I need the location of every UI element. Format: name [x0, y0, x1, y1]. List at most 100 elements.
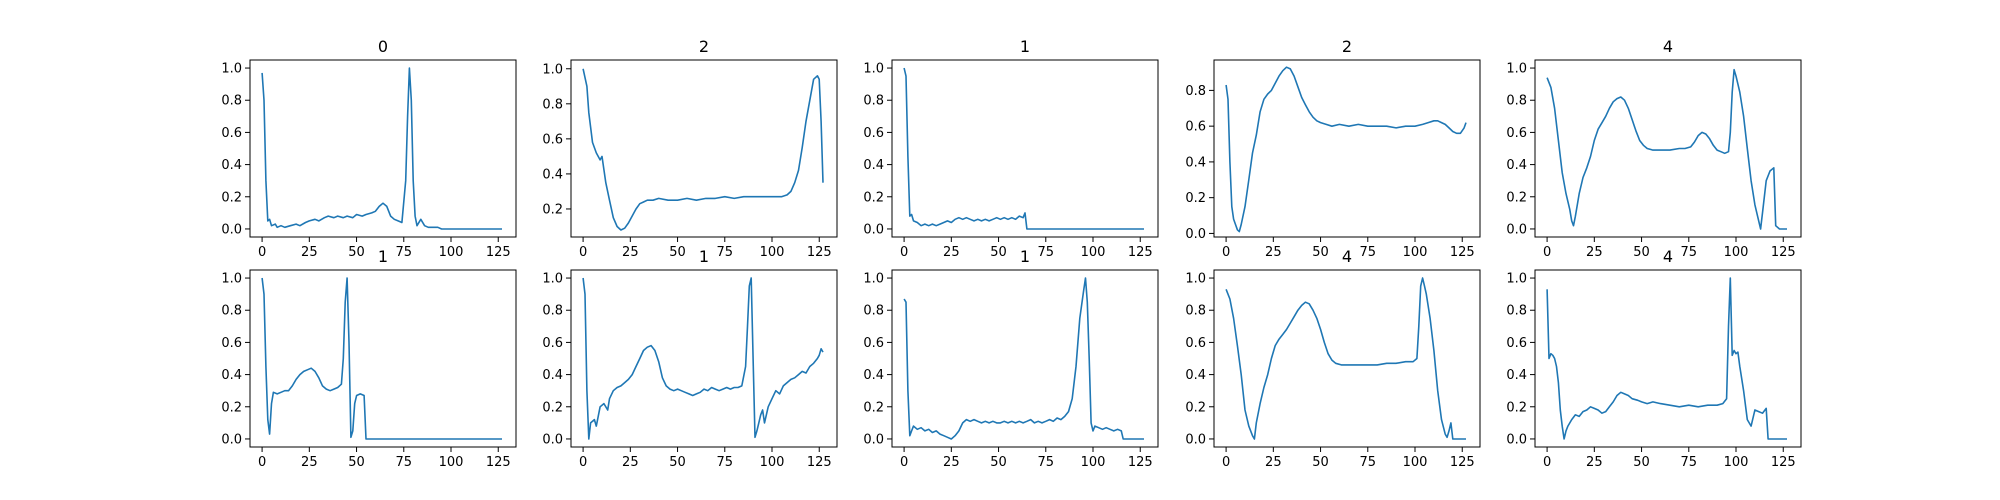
x-tick-label: 25: [301, 455, 318, 470]
x-tick-label: 0: [1222, 455, 1230, 470]
subplot-title: 0: [378, 37, 388, 56]
y-tick-label: 0.0: [863, 222, 884, 237]
y-tick-label: 0.8: [221, 94, 242, 109]
y-tick-label: 0.6: [1506, 336, 1527, 351]
y-tick-label: 0.8: [1506, 94, 1527, 109]
x-tick-label: 25: [1265, 455, 1282, 470]
y-tick-label: 1.0: [1506, 62, 1527, 77]
y-tick-label: 0.2: [1185, 191, 1206, 206]
y-tick-label: 1.0: [1506, 272, 1527, 287]
y-tick-label: 0.6: [1185, 120, 1206, 135]
x-tick-label: 50: [1312, 245, 1329, 260]
subplot-8: 4 0 25 50 75 100 125 0.0 0.2 0.4 0.6 0.8 1.0: [1185, 247, 1481, 470]
x-tick-label: 75: [1360, 455, 1377, 470]
x-tick-label: 25: [1586, 455, 1603, 470]
x-tick-label: 75: [717, 245, 734, 260]
x-tick-label: 125: [1128, 245, 1153, 260]
subplot-2: 1 0 25 50 75 100 125 0.0 0.2 0.4 0.6 0.8 1.0: [863, 37, 1159, 260]
y-tick-label: 1.0: [542, 272, 563, 287]
x-tick-label: 125: [1771, 455, 1796, 470]
series-line: [582, 68, 824, 231]
y-tick-label: 1.0: [221, 62, 242, 77]
x-tick-label: 50: [990, 245, 1007, 260]
x-tick-label: 0: [900, 245, 908, 260]
x-tick-label: 0: [258, 455, 266, 470]
x-tick-label: 125: [807, 455, 832, 470]
y-tick-label: 0.2: [863, 400, 884, 415]
x-tick-label: 75: [717, 455, 734, 470]
subplot-title: 1: [699, 247, 709, 266]
y-tick-label: 0.0: [542, 432, 563, 447]
y-tick-label: 0.8: [1506, 304, 1527, 319]
axes-frame: [570, 59, 838, 238]
x-tick-label: 50: [1633, 455, 1650, 470]
x-tick-label: 0: [579, 455, 587, 470]
x-tick-label: 25: [1586, 245, 1603, 260]
x-tick-label: 0: [1543, 455, 1551, 470]
y-tick-label: 0.0: [221, 222, 242, 237]
subplot-title: 2: [1342, 37, 1352, 56]
y-tick-label: 1.0: [863, 272, 884, 287]
series-line: [903, 67, 1144, 230]
x-tick-label: 50: [669, 455, 686, 470]
axes-frame: [570, 269, 838, 448]
x-tick-label: 0: [1222, 245, 1230, 260]
x-tick-label: 0: [1543, 245, 1551, 260]
x-tick-label: 75: [396, 245, 413, 260]
y-tick-label: 0.2: [1506, 400, 1527, 415]
axes-frame: [249, 59, 517, 238]
x-tick-label: 75: [1681, 245, 1698, 260]
subplot-title: 4: [1663, 247, 1673, 266]
y-tick-label: 0.0: [1185, 432, 1206, 447]
y-tick-label: 0.6: [863, 336, 884, 351]
x-tick-label: 75: [1038, 455, 1055, 470]
x-tick-label: 100: [1724, 455, 1749, 470]
y-tick-label: 0.4: [863, 368, 884, 383]
x-tick-label: 125: [1450, 245, 1475, 260]
y-tick-label: 0.2: [542, 400, 563, 415]
y-tick-label: 0.2: [863, 190, 884, 205]
axes-frame: [891, 269, 1159, 448]
y-tick-label: 0.4: [1185, 155, 1206, 170]
y-tick-label: 0.0: [1506, 222, 1527, 237]
y-tick-label: 0.6: [221, 126, 242, 141]
y-tick-label: 0.2: [221, 190, 242, 205]
subplot-9: 4 0 25 50 75 100 125 0.0 0.2 0.4 0.6 0.8 1.0: [1506, 247, 1802, 470]
axes-frame: [891, 59, 1159, 238]
x-tick-label: 100: [760, 245, 785, 260]
y-tick-label: 0.4: [221, 368, 242, 383]
subplot-3: 2 0 25 50 75 100 125 0.0 0.2 0.4 0.6 0.8: [1185, 37, 1481, 260]
subplot-title: 1: [1020, 247, 1030, 266]
x-tick-label: 50: [669, 245, 686, 260]
y-tick-label: 0.2: [542, 202, 563, 217]
y-tick-label: 0.8: [1185, 304, 1206, 319]
y-tick-label: 0.4: [542, 368, 563, 383]
x-tick-label: 50: [1312, 455, 1329, 470]
y-tick-label: 0.4: [1185, 368, 1206, 383]
x-tick-label: 125: [1128, 455, 1153, 470]
y-tick-label: 0.6: [863, 126, 884, 141]
y-tick-label: 0.0: [221, 432, 242, 447]
y-tick-label: 0.2: [1506, 190, 1527, 205]
y-tick-label: 0.0: [1185, 227, 1206, 242]
x-tick-label: 75: [1360, 245, 1377, 260]
y-tick-label: 0.6: [542, 132, 563, 147]
y-tick-label: 0.2: [1185, 400, 1206, 415]
x-tick-label: 25: [1265, 245, 1282, 260]
x-tick-label: 0: [258, 245, 266, 260]
series-line: [582, 277, 824, 440]
x-tick-label: 0: [579, 245, 587, 260]
axes-frame: [249, 269, 517, 448]
x-tick-label: 50: [348, 455, 365, 470]
x-tick-label: 100: [1724, 245, 1749, 260]
subplot-5: 1 0 25 50 75 100 125 0.0 0.2 0.4 0.6 0.8 1.0: [221, 247, 517, 470]
y-tick-label: 1.0: [1185, 272, 1206, 287]
x-tick-label: 100: [760, 455, 785, 470]
axes-frame: [1534, 269, 1802, 448]
y-tick-label: 0.6: [221, 336, 242, 351]
axes-frame: [1534, 59, 1802, 238]
subplot-title: 4: [1663, 37, 1673, 56]
y-tick-label: 0.8: [863, 94, 884, 109]
y-tick-label: 0.4: [1506, 368, 1527, 383]
